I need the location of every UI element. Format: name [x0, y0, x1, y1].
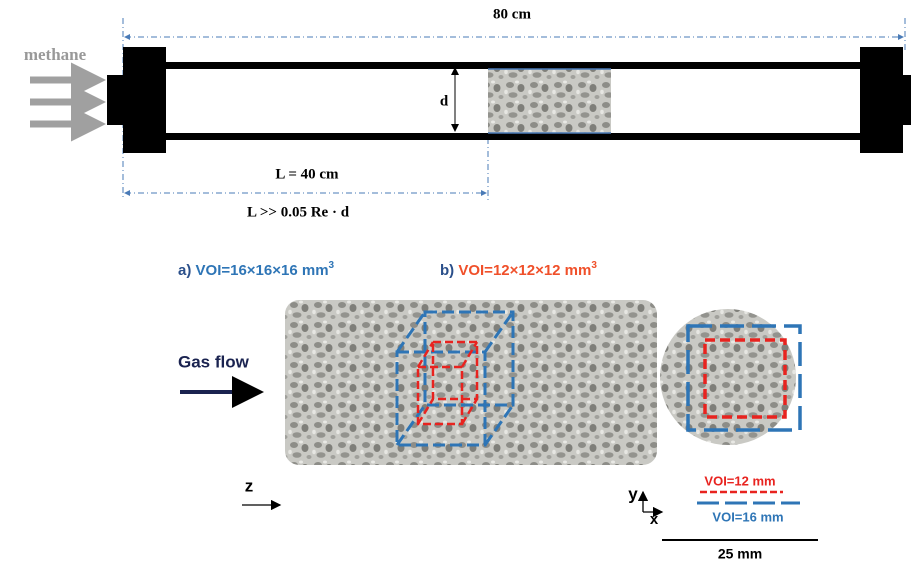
gas-label: methane	[24, 45, 87, 64]
axis-z-label: z	[245, 476, 254, 495]
voi-b-label: b) VOI=12×12×12 mm3	[440, 260, 597, 279]
diameter-label: d	[440, 93, 449, 109]
legend-blue: VOI=16 mm	[712, 509, 783, 524]
flow-label: Gas flow	[178, 352, 250, 371]
figure: 80 cm methane d L = 40 cm L >> 0.05 Re ·…	[0, 0, 911, 564]
voi-a-label: a) VOI=16×16×16 mm3	[178, 260, 335, 279]
foam-sample	[180, 300, 818, 540]
axis-x-label: x	[650, 511, 659, 528]
entry-length-label: L = 40 cm	[275, 166, 339, 182]
scale-label: 25 mm	[718, 546, 762, 562]
pipe-sketch	[30, 18, 911, 200]
length-label: 80 cm	[493, 6, 531, 22]
condition-label: L >> 0.05 Re · d	[247, 204, 350, 220]
axis-y-label: y	[628, 484, 638, 503]
legend-red: VOI=12 mm	[704, 473, 775, 488]
